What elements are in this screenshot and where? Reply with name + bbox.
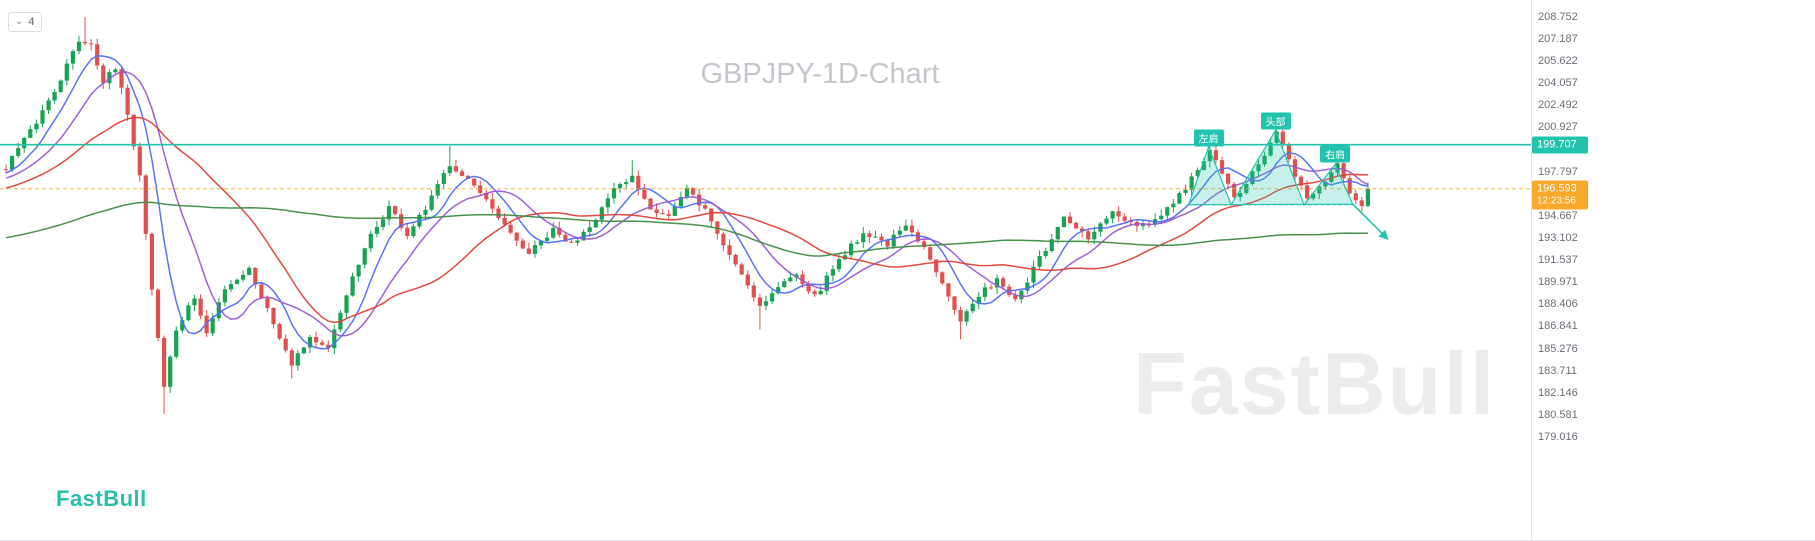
price-tick-label: 188.406 (1538, 298, 1578, 311)
price-tick-label: 183.711 (1538, 364, 1577, 377)
price-tick-label: 200.927 (1538, 121, 1578, 134)
objects-count: 4 (28, 16, 35, 28)
brand-logo[interactable]: FastBull (56, 486, 147, 511)
countdown: 12:23:56 (1537, 195, 1576, 207)
price-tick-label: 197.797 (1538, 165, 1578, 178)
price-line-value: 199.707 (1537, 138, 1577, 151)
price-tick-label: 194.667 (1538, 209, 1578, 222)
chart-watermark-title: GBPJPY-1D-Chart (700, 58, 940, 90)
price-tick-label: 191.537 (1538, 254, 1578, 267)
price-tick-label: 193.102 (1538, 231, 1578, 244)
price-axis[interactable]: 199.707 196.593 12:23:56 208.752 207.187 2… (1531, 0, 1815, 541)
price-line-tag[interactable]: 199.707 (1532, 136, 1588, 154)
price-tick-label: 189.971 (1538, 276, 1578, 289)
price-tick-label: 208.752 (1538, 11, 1578, 23)
price-tick-label: 204.057 (1538, 77, 1578, 90)
candlestick-chart[interactable] (0, 0, 1531, 541)
price-tick-label: 186.841 (1538, 320, 1578, 333)
price-tick-label: 179.016 (1538, 430, 1578, 443)
ma-line-110 (5, 201, 1368, 257)
candles-group (3, 17, 1370, 414)
objects-tree-toggle[interactable]: ⌄ 4 (8, 12, 42, 32)
price-tick-label: 205.622 (1538, 55, 1578, 68)
brand-watermark: FastBull (1133, 334, 1497, 433)
chevron-down-icon: ⌄ (15, 16, 24, 27)
current-price-value: 196.593 (1537, 182, 1577, 195)
current-price-tag: 196.593 12:23:56 (1532, 180, 1588, 210)
ma-line-30 (5, 116, 1368, 324)
ma-line-7 (5, 55, 1369, 350)
head-and-shoulders-drawing (1187, 129, 1354, 207)
price-tick-label: 182.146 (1538, 386, 1578, 399)
price-tick-label: 185.276 (1538, 342, 1578, 355)
price-tick-label: 202.492 (1538, 99, 1578, 112)
ma-line-14 (5, 71, 1369, 337)
price-tick-label: 180.581 (1538, 408, 1578, 421)
projection-arrow (1352, 203, 1389, 240)
price-tick-label: 207.187 (1538, 33, 1578, 46)
